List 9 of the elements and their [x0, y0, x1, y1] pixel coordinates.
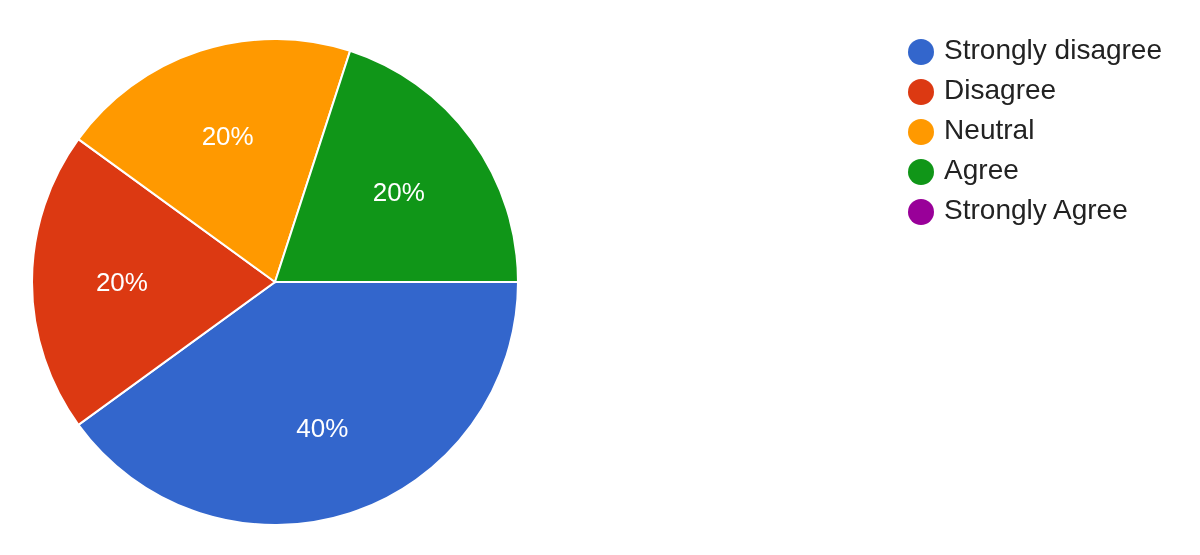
legend-label: Disagree	[944, 74, 1057, 105]
legend-label: Neutral	[944, 114, 1035, 145]
legend-label: Strongly Agree	[944, 194, 1128, 225]
data-label: 20%	[95, 267, 148, 297]
data-label: 20%	[201, 121, 254, 152]
legend-label: Strongly disagree	[944, 34, 1162, 65]
data-label: 40%	[296, 412, 349, 443]
data-label: 20%	[372, 177, 425, 208]
legend-label: Agree	[944, 154, 1019, 185]
